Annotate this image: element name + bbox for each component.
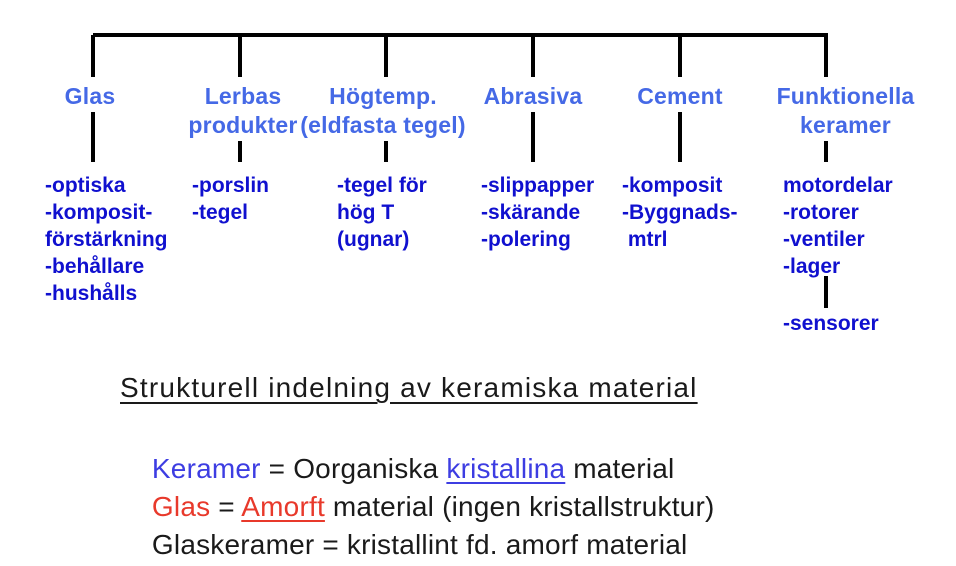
tree-list-tick-lerbas: [238, 141, 242, 162]
list-item: -slippapper: [481, 174, 595, 197]
tree-list-tick-cement: [678, 112, 682, 162]
branch-label-abrasiva: Abrasiva: [483, 83, 583, 109]
list-item: -optiska: [45, 174, 126, 197]
list-item: förstärkning: [45, 228, 168, 251]
tree-branch-tick-funktionella: [824, 35, 828, 77]
list-item: -komposit: [622, 174, 723, 197]
notes-heading: Strukturell indelning av keramiska mater…: [120, 372, 698, 403]
item-list-hogtemp: -tegel för hög T (ugnar): [337, 172, 427, 253]
list-item: -behållare: [45, 255, 145, 278]
term-glas: Glas: [151, 491, 211, 522]
term-glaskeramer: Glaskeramer = kristallint fd. amorf mate…: [151, 529, 688, 560]
list-item: -lager: [783, 255, 841, 278]
item-list-funktionella: motordelar -rotorer -ventiler -lager: [783, 172, 893, 280]
list-item: -skärande: [481, 201, 581, 224]
list-item: -Byggnads-: [622, 201, 738, 224]
list-item: -tegel för: [337, 174, 427, 197]
item-list-cement: -komposit -Byggnads- mtrl: [622, 172, 738, 253]
note-line-glas: Glas = Amorft material (ingen kristallst…: [151, 491, 715, 522]
tree-branch-tick-abrasiva: [531, 35, 535, 77]
tree-branch-tick-hogtemp: [384, 35, 388, 77]
tree-root-line: [93, 33, 828, 37]
tree-branch-tick-lerbas: [238, 35, 242, 77]
list-item: -rotorer: [783, 201, 859, 224]
tree-branch-tick-cement: [678, 35, 682, 77]
tree-list-tick-glas: [91, 112, 95, 162]
list-item: -ventiler: [783, 228, 865, 251]
list-item: hög T: [337, 201, 395, 224]
tree-sub-tick-sensorer: [824, 276, 828, 308]
branch-label-funktionella-keramer: Funktionella keramer: [776, 83, 915, 138]
term-amorft: Amorft: [241, 491, 325, 522]
branch-label-hogtemp: Högtemp. (eldfasta tegel): [300, 83, 466, 138]
branch-label-cement: Cement: [637, 83, 723, 109]
term-keramer: Keramer: [151, 453, 261, 484]
tree-list-tick-hogtemp: [384, 141, 388, 162]
list-item: -sensorer: [783, 312, 879, 335]
list-item: motordelar: [783, 174, 893, 197]
list-item: (ugnar): [337, 228, 410, 251]
list-item: -tegel: [192, 201, 249, 224]
list-item: -hushålls: [45, 282, 138, 305]
branch-label-lerbasprodukter: Lerbas produkter: [188, 83, 298, 138]
list-item: -porslin: [192, 174, 269, 197]
list-item: -komposit-: [45, 201, 153, 224]
item-list-glas: -optiska -komposit- förstärkning -behåll…: [45, 172, 168, 307]
term-kristallina: kristallina: [446, 453, 566, 484]
tree-list-tick-funktionella: [824, 141, 828, 162]
item-list-abrasiva: -slippapper -skärande -polering: [481, 172, 594, 253]
list-item: -polering: [481, 228, 571, 251]
note-line-keramer: Keramer = Oorganiska kristallina materia…: [151, 453, 675, 484]
tree-branch-tick-glas: [91, 35, 95, 77]
list-item: mtrl: [622, 228, 668, 251]
item-list-lerbas: -porslin -tegel: [192, 172, 269, 226]
note-line-glaskeramer: Glaskeramer = kristallint fd. amorf mate…: [120, 497, 687, 566]
tree-list-tick-abrasiva: [531, 112, 535, 162]
branch-label-glas: Glas: [64, 83, 116, 109]
